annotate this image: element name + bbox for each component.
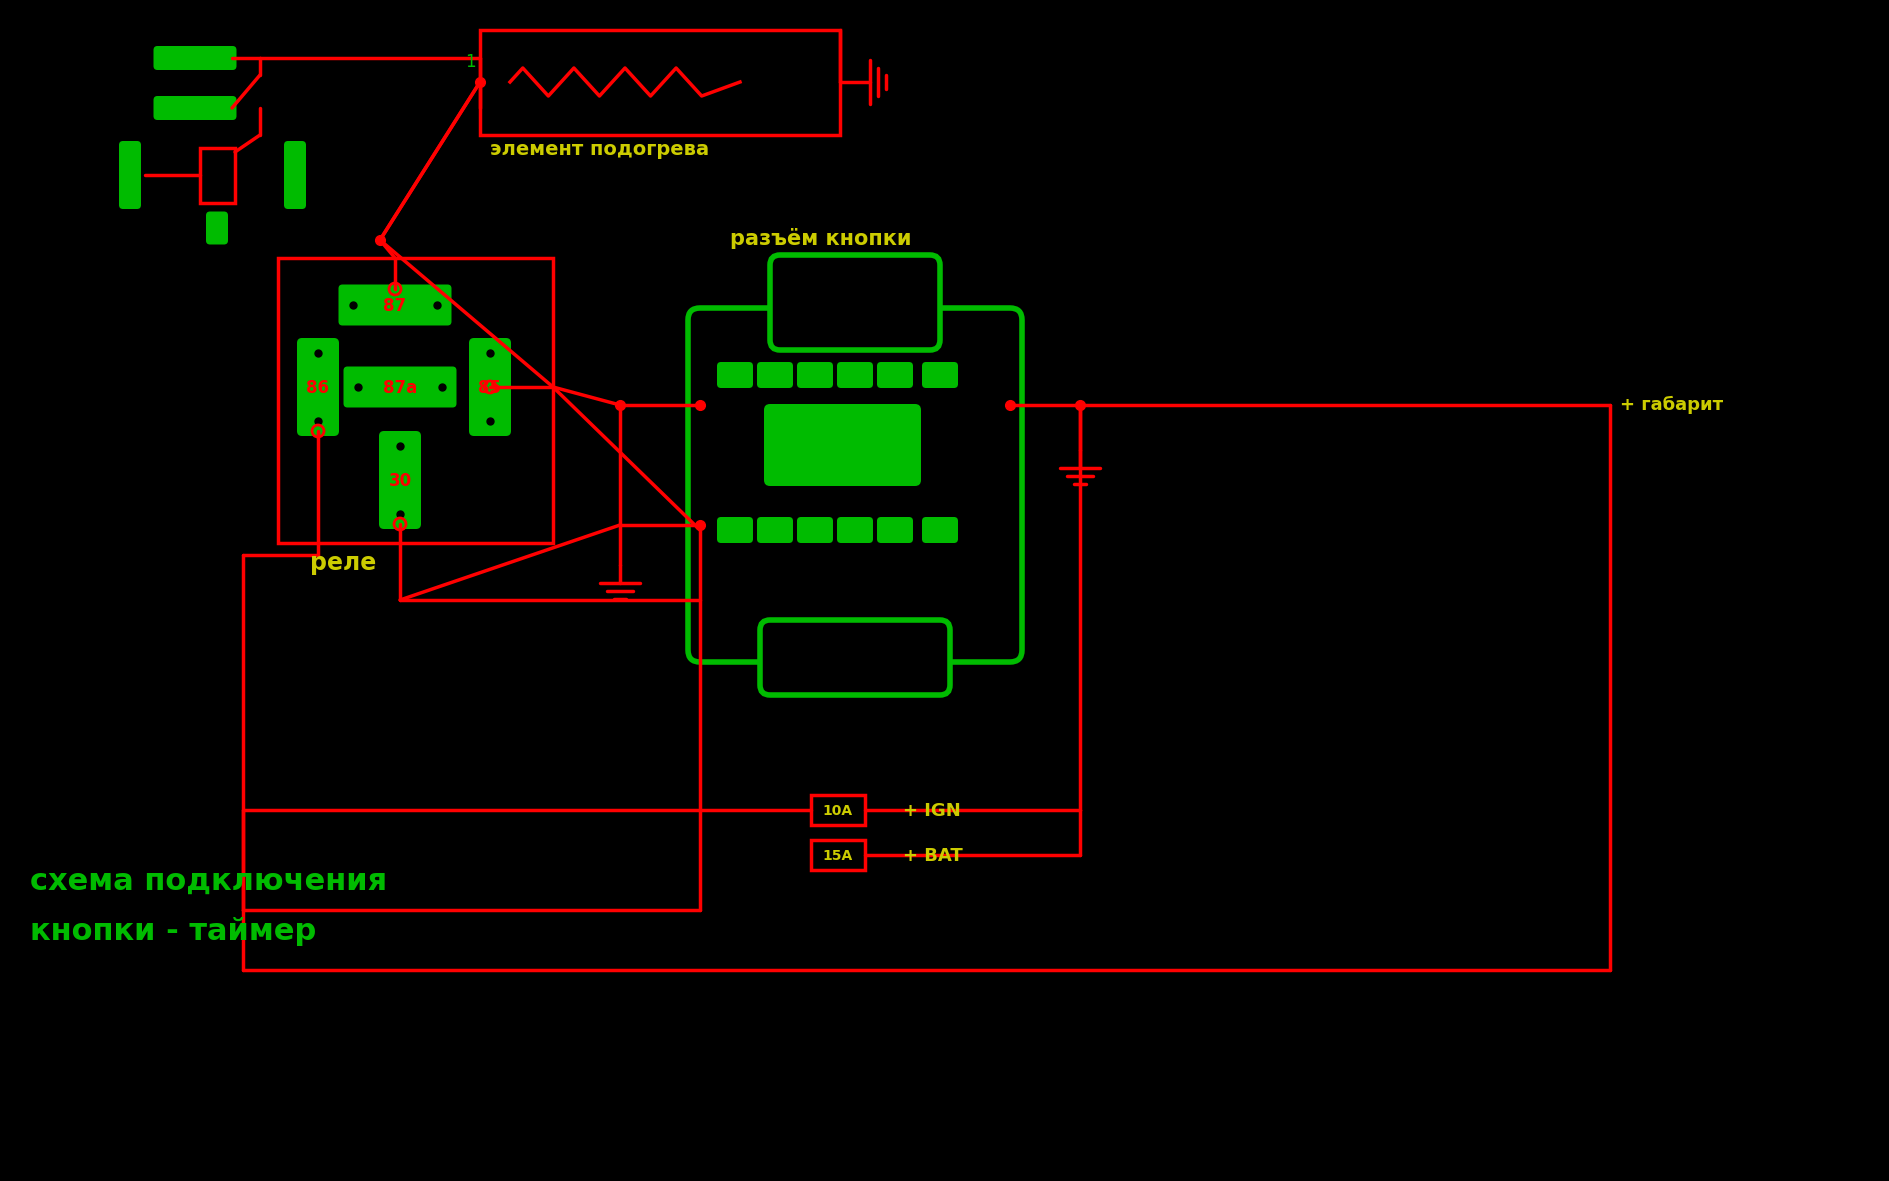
Text: 15A: 15A — [824, 849, 854, 863]
FancyBboxPatch shape — [797, 517, 833, 543]
FancyBboxPatch shape — [718, 517, 754, 543]
Bar — [200, 148, 234, 203]
Text: схема подключения: схема подключения — [30, 867, 387, 896]
Text: 87: 87 — [383, 296, 406, 315]
FancyBboxPatch shape — [119, 141, 142, 209]
Text: кнопки - таймер: кнопки - таймер — [30, 916, 315, 946]
FancyBboxPatch shape — [837, 517, 873, 543]
Text: + габарит: + габарит — [1621, 396, 1723, 415]
Bar — [810, 840, 865, 870]
FancyBboxPatch shape — [797, 363, 833, 389]
FancyBboxPatch shape — [297, 338, 338, 436]
FancyBboxPatch shape — [380, 431, 421, 529]
FancyBboxPatch shape — [688, 308, 1022, 663]
FancyBboxPatch shape — [876, 363, 912, 389]
Bar — [810, 795, 865, 826]
FancyBboxPatch shape — [718, 363, 754, 389]
Text: 1: 1 — [465, 53, 476, 71]
FancyBboxPatch shape — [283, 141, 306, 209]
Text: 30: 30 — [389, 472, 412, 490]
Text: + IGN: + IGN — [903, 802, 962, 820]
FancyBboxPatch shape — [757, 517, 793, 543]
Bar — [480, 30, 841, 135]
FancyBboxPatch shape — [876, 517, 912, 543]
Text: разъём кнопки: разъём кнопки — [729, 228, 912, 249]
FancyBboxPatch shape — [468, 338, 512, 436]
Text: 86: 86 — [306, 379, 329, 397]
FancyBboxPatch shape — [922, 517, 958, 543]
FancyBboxPatch shape — [771, 255, 941, 350]
FancyBboxPatch shape — [338, 285, 451, 326]
Text: 87а: 87а — [383, 379, 417, 397]
Text: реле: реле — [310, 552, 376, 575]
FancyBboxPatch shape — [759, 620, 950, 694]
Text: 10A: 10A — [824, 804, 854, 818]
FancyBboxPatch shape — [763, 404, 922, 487]
Text: элемент подогрева: элемент подогрева — [489, 141, 708, 159]
FancyBboxPatch shape — [153, 46, 236, 70]
FancyBboxPatch shape — [757, 363, 793, 389]
Text: 85: 85 — [478, 379, 501, 397]
FancyBboxPatch shape — [922, 363, 958, 389]
FancyBboxPatch shape — [837, 363, 873, 389]
Bar — [278, 257, 553, 543]
FancyBboxPatch shape — [344, 366, 457, 407]
FancyBboxPatch shape — [206, 211, 229, 244]
Text: + BAT: + BAT — [903, 847, 963, 864]
FancyBboxPatch shape — [153, 96, 236, 120]
